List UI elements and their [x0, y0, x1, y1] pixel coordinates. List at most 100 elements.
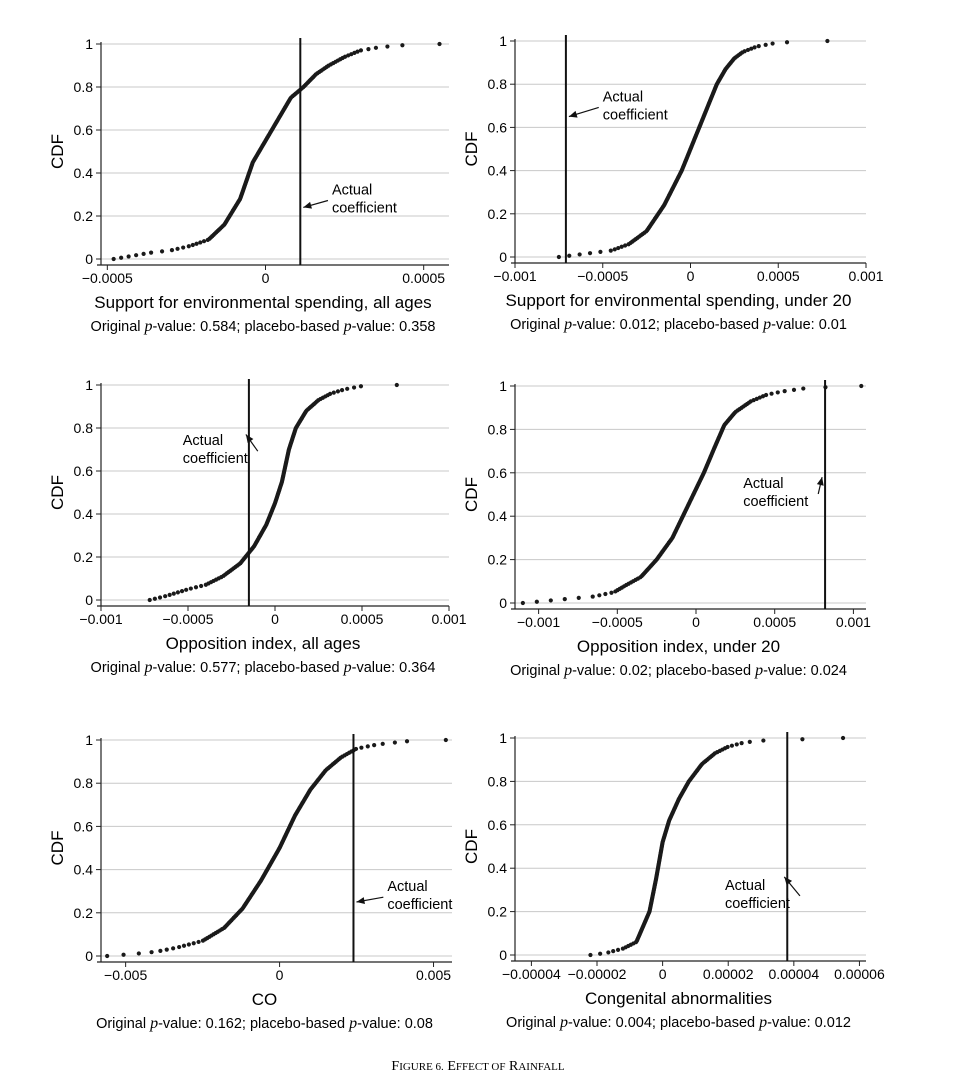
- cdf-point: [186, 244, 191, 249]
- cdf-point: [520, 600, 525, 606]
- cdf-point: [556, 254, 561, 260]
- cdf-point: [136, 951, 141, 956]
- y-tick-label: 0.8: [488, 421, 508, 437]
- cdf-point: [840, 735, 846, 741]
- cdf-point: [373, 45, 379, 50]
- cdf-point: [742, 49, 747, 54]
- cdf-point: [729, 743, 735, 748]
- cdf-point: [353, 746, 359, 752]
- y-tick-label: 0.6: [74, 818, 94, 834]
- x-tick-label: 0: [687, 268, 695, 284]
- annotation-text: coefficient: [725, 896, 790, 912]
- cdf-point: [339, 387, 345, 393]
- y-tick-label: 0.4: [488, 508, 508, 524]
- cdf-point: [791, 387, 797, 392]
- cdf-point: [548, 598, 553, 603]
- cdf-point: [171, 946, 176, 951]
- annotation-text: Actual: [387, 879, 427, 895]
- cdf-point: [385, 44, 390, 49]
- annotation-text: Actual: [332, 183, 372, 199]
- x-tick-label: 0: [276, 967, 284, 983]
- cdf-point: [763, 392, 769, 398]
- cdf-point: [801, 386, 806, 391]
- cdf-series: [105, 737, 448, 959]
- x-axis-title: Congenital abnormalities: [585, 989, 772, 1008]
- y-tick-label: 0.2: [74, 549, 94, 565]
- x-tick-label: −0.0005: [577, 268, 628, 284]
- cdf-point: [163, 594, 168, 599]
- cdf-point: [358, 48, 364, 53]
- cdf-point: [800, 737, 805, 742]
- cdf-point: [149, 950, 154, 955]
- chart-panel-4: 0 0.2 0.4 0.6 0.8 1 −0.001 −0.0005 0 0.0005 0.001 C…: [462, 378, 871, 679]
- cdf-point: [366, 46, 371, 52]
- cdf-point: [392, 740, 397, 745]
- x-tick-label: 0.00006: [834, 966, 885, 982]
- cdf-point: [619, 244, 624, 249]
- chart-panel-1: 0 0.2 0.4 0.6 0.8 1 −0.0005 0 0.0005 CDF Support f…: [48, 36, 449, 335]
- cdf-point: [157, 595, 163, 600]
- x-tick-label: 0.0005: [341, 611, 384, 627]
- cdf-point: [184, 587, 189, 592]
- y-tick-label: 1: [499, 33, 507, 49]
- x-axis-title: Support for environmental spending, all …: [94, 293, 431, 312]
- cdf-point: [355, 49, 360, 54]
- cdf-point: [121, 952, 126, 957]
- cdf-point: [756, 44, 761, 49]
- cdf-point: [328, 391, 333, 397]
- cdf-point: [331, 390, 336, 395]
- x-tick-label: 0.005: [416, 967, 451, 983]
- y-tick-label: 0.6: [488, 465, 508, 481]
- cdf-point: [171, 591, 176, 596]
- cdf-point: [164, 947, 169, 952]
- cdf-series: [111, 41, 442, 262]
- annotation-text: coefficient: [603, 107, 668, 123]
- cdf-point: [747, 739, 752, 744]
- chart-panel-3: 0 0.2 0.4 0.6 0.8 1 −0.001 −0.0005 0 0.0005 0.001 C…: [48, 377, 467, 676]
- cdf-point: [443, 737, 448, 743]
- y-tick-label: 0.8: [74, 420, 94, 436]
- cdf-point: [598, 249, 603, 254]
- cdf-point: [193, 585, 199, 590]
- cdf-point: [609, 590, 614, 595]
- annotation-text: Actual: [603, 89, 643, 105]
- cdf-point: [380, 741, 385, 746]
- cdf-point: [775, 390, 780, 395]
- cdf-series: [147, 382, 399, 603]
- y-axis-title: CDF: [48, 831, 67, 866]
- cdf-point: [769, 391, 774, 396]
- cdf-point: [745, 47, 751, 53]
- y-tick-label: 0.2: [488, 552, 508, 568]
- x-axis-title: Opposition index, all ages: [166, 634, 361, 653]
- cdf-point: [141, 251, 146, 257]
- cdf-point: [159, 249, 165, 254]
- cdf-point: [105, 953, 110, 959]
- cdf-point: [603, 591, 608, 597]
- cdf-series: [588, 735, 846, 958]
- cdf-point: [201, 239, 207, 244]
- cdf-point: [199, 583, 204, 589]
- cdf-point: [372, 743, 377, 748]
- chart-panel-2: 0 0.2 0.4 0.6 0.8 1 −0.001 −0.0005 0 0.0005 0.001 C…: [462, 33, 884, 333]
- annotation-text: coefficient: [332, 201, 397, 217]
- y-tick-label: 1: [85, 377, 93, 393]
- y-tick-label: 0.2: [74, 208, 94, 224]
- cdf-point: [335, 389, 341, 394]
- chart-panel-5: 0 0.2 0.4 0.6 0.8 1 −0.005 0 0.005 CDF CO Original …: [48, 732, 452, 1032]
- y-tick-label: 1: [499, 730, 507, 746]
- cdf-point: [126, 254, 131, 259]
- p-value-note: Original p-value: 0.584; placebo-based p…: [91, 318, 436, 335]
- cdf-point: [615, 947, 621, 952]
- cdf-point: [590, 594, 595, 599]
- x-tick-label: −0.005: [104, 967, 147, 983]
- cdf-point: [148, 250, 154, 255]
- cdf-point: [198, 240, 203, 245]
- annotation-arrowhead: [816, 477, 824, 486]
- cdf-point: [859, 383, 864, 389]
- cdf-point: [770, 41, 775, 46]
- y-axis-title: CDF: [462, 132, 481, 167]
- y-tick-label: 0.6: [74, 463, 94, 479]
- annotation-arrowhead: [303, 201, 312, 209]
- x-tick-label: 0.0005: [402, 270, 445, 286]
